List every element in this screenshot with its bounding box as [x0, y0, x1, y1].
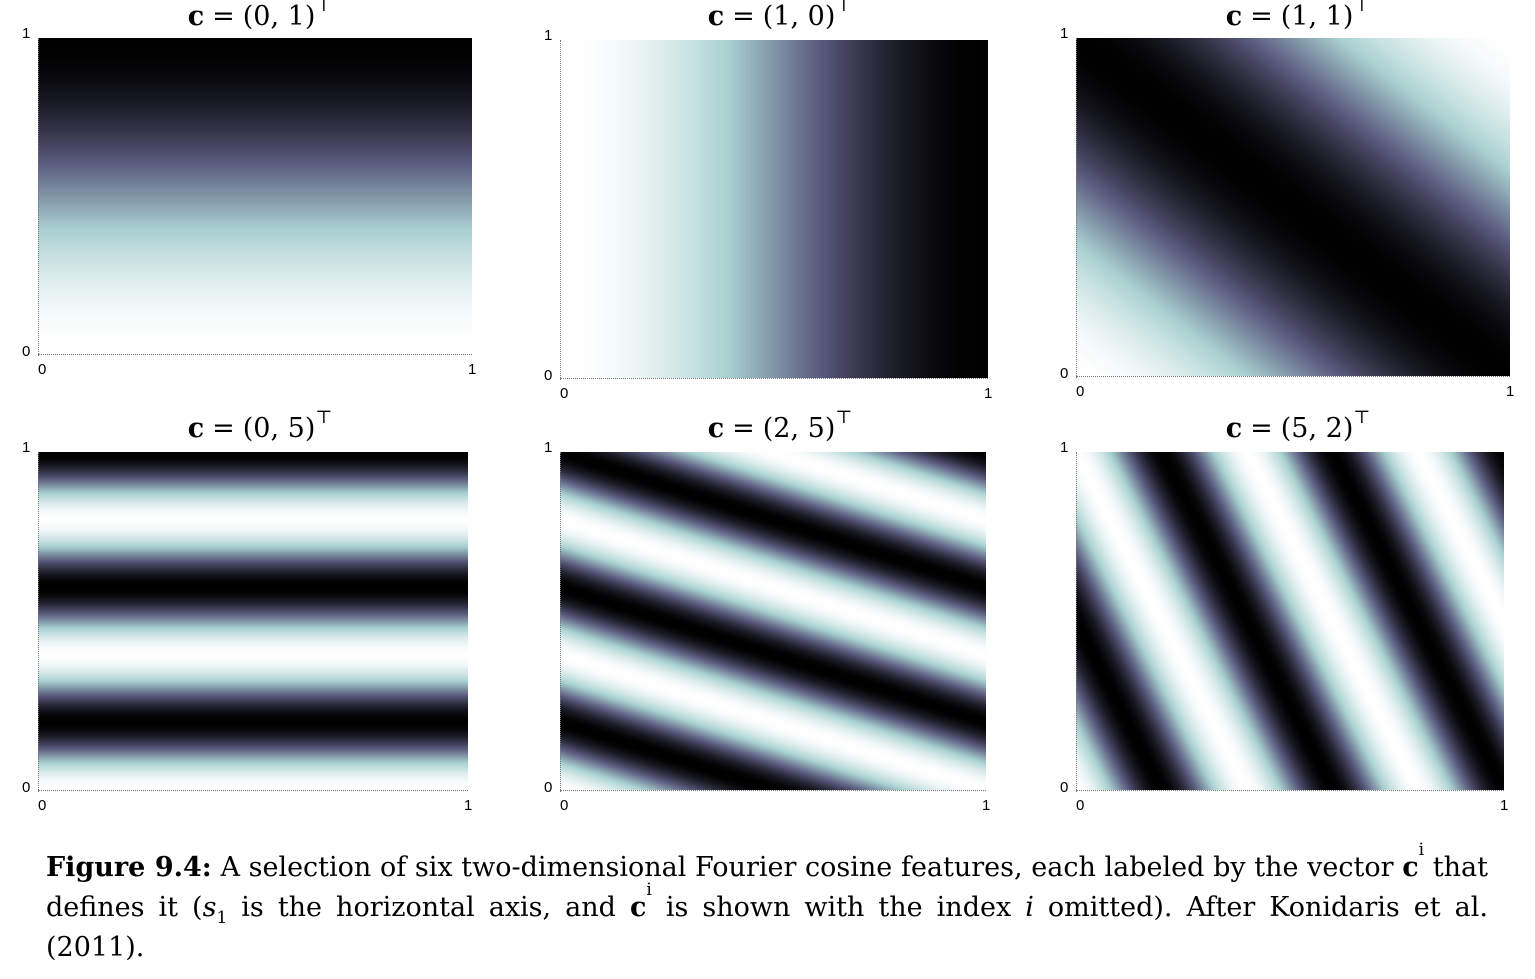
title-tuple: (1, 0)	[762, 1, 836, 32]
y-tick-top: 1	[544, 27, 553, 44]
y-tick-bottom: 0	[22, 779, 31, 796]
caption-sup-i-2: i	[646, 880, 652, 900]
feature-heatmap	[560, 40, 988, 378]
title-equals: =	[732, 1, 755, 32]
x-tick-right: 1	[464, 797, 473, 814]
caption-text-4: is shown with the index	[665, 892, 1012, 923]
y-axis-line	[560, 40, 561, 380]
title-tuple: (2, 5)	[762, 413, 836, 444]
y-tick-top: 1	[544, 439, 553, 456]
panel-title: c = (0, 5)⊤	[20, 409, 500, 446]
figure-caption: Figure 9.4: A selection of six two-dimen…	[46, 842, 1488, 968]
title-vector-c: c	[707, 413, 725, 444]
y-axis-line	[38, 38, 39, 356]
x-tick-left: 0	[560, 797, 569, 814]
feature-panel-1-0: c = (1, 0)⊤ 1 0 0 1	[540, 0, 1020, 402]
title-transpose: ⊤	[1353, 407, 1371, 428]
title-vector-c: c	[1225, 1, 1243, 32]
feature-heatmap	[38, 38, 472, 354]
y-axis-line	[1076, 452, 1077, 792]
caption-sup-i: i	[1418, 840, 1425, 860]
x-tick-left: 0	[38, 797, 47, 814]
caption-text-3: is the horizontal axis, and	[241, 892, 616, 923]
y-tick-bottom: 0	[544, 779, 553, 796]
caption-sub-1: 1	[216, 908, 228, 928]
y-tick-top: 1	[1060, 439, 1069, 456]
caption-vector-c-2: c	[629, 892, 647, 923]
title-vector-c: c	[187, 413, 205, 444]
title-vector-c: c	[1225, 413, 1243, 444]
y-tick-bottom: 0	[1060, 779, 1069, 796]
x-tick-left: 0	[1076, 797, 1085, 814]
feature-panel-2-5: c = (2, 5)⊤ 1 0 0 1	[540, 409, 1020, 814]
caption-label: Figure 9.4:	[46, 852, 212, 883]
title-tuple: (1, 1)	[1280, 1, 1354, 32]
x-axis-line	[560, 790, 986, 791]
x-tick-right: 1	[982, 797, 991, 814]
title-vector-c: c	[187, 1, 205, 32]
heatmap-canvas	[560, 40, 988, 378]
y-axis-line	[560, 452, 561, 792]
y-tick-top: 1	[22, 439, 31, 456]
panel-title: c = (0, 1)⊤	[20, 0, 500, 34]
panel-title: c = (1, 0)⊤	[540, 0, 1020, 34]
x-tick-right: 1	[1500, 797, 1509, 814]
title-transpose: ⊤	[835, 0, 853, 16]
y-axis-line	[38, 452, 39, 792]
panel-title: c = (1, 1)⊤	[1058, 0, 1535, 34]
heatmap-canvas	[1076, 452, 1504, 790]
caption-text-1: A selection of six two-dimensional Fouri…	[220, 852, 1394, 883]
caption-index-i: i	[1025, 892, 1034, 923]
feature-heatmap	[38, 452, 468, 790]
feature-heatmap	[560, 452, 986, 790]
title-equals: =	[212, 413, 235, 444]
feature-panel-0-1: c = (0, 1)⊤ 1 0 0 1	[20, 0, 500, 400]
feature-panel-5-2: c = (5, 2)⊤ 1 0 0 1	[1058, 409, 1535, 814]
caption-text-2: that defines it (	[46, 852, 1488, 923]
caption-text-5: omitted). After Konidaris et al. (2011).	[46, 892, 1488, 963]
title-equals: =	[1250, 1, 1273, 32]
heatmap-canvas	[38, 452, 468, 790]
title-equals: =	[1250, 413, 1273, 444]
y-tick-bottom: 0	[22, 343, 31, 360]
title-tuple: (0, 5)	[242, 413, 316, 444]
x-axis-line	[38, 790, 468, 791]
x-tick-right: 1	[984, 385, 993, 402]
panel-title: c = (2, 5)⊤	[540, 409, 1020, 446]
y-tick-top: 1	[22, 25, 31, 42]
title-tuple: (5, 2)	[1280, 413, 1354, 444]
title-transpose: ⊤	[835, 407, 853, 428]
x-tick-right: 1	[468, 361, 477, 378]
y-tick-top: 1	[1060, 25, 1069, 42]
heatmap-canvas	[38, 38, 472, 354]
title-vector-c: c	[707, 1, 725, 32]
y-tick-bottom: 0	[544, 367, 553, 384]
title-tuple: (0, 1)	[242, 1, 316, 32]
x-tick-left: 0	[1076, 383, 1085, 400]
caption-vector-c: c	[1402, 852, 1419, 883]
panel-title: c = (5, 2)⊤	[1058, 409, 1535, 446]
feature-panel-1-1: c = (1, 1)⊤ 1 0 0 1	[1058, 0, 1535, 400]
x-axis-line	[38, 354, 472, 355]
y-axis-line	[1076, 38, 1077, 378]
x-axis-line	[1076, 790, 1504, 791]
feature-panel-0-5: c = (0, 5)⊤ 1 0 0 1	[20, 409, 500, 814]
y-tick-bottom: 0	[1060, 365, 1069, 382]
feature-heatmap	[1076, 38, 1510, 376]
title-transpose: ⊤	[315, 407, 333, 428]
title-transpose: ⊤	[1353, 0, 1371, 16]
x-axis-line	[560, 378, 988, 379]
title-transpose: ⊤	[315, 0, 333, 16]
caption-s: s	[202, 892, 217, 923]
x-tick-left: 0	[560, 385, 569, 402]
heatmap-canvas	[1076, 38, 1510, 376]
x-axis-line	[1076, 376, 1510, 377]
feature-heatmap	[1076, 452, 1504, 790]
title-equals: =	[732, 413, 755, 444]
x-tick-left: 0	[38, 361, 47, 378]
title-equals: =	[212, 1, 235, 32]
heatmap-canvas	[560, 452, 986, 790]
x-tick-right: 1	[1506, 383, 1515, 400]
